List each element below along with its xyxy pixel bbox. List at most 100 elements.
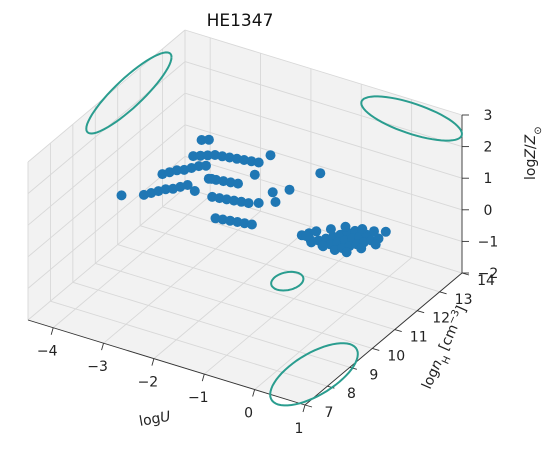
data-point (315, 168, 326, 179)
grid-line (203, 241, 362, 375)
x-tick-label: 1 (295, 421, 304, 437)
x-tick-mark (201, 373, 205, 382)
x-tick-mark (101, 343, 104, 351)
data-point (203, 134, 214, 145)
grid-line (103, 210, 261, 344)
data-point (189, 186, 200, 196)
data-point (193, 161, 204, 172)
x-tick-mark (302, 404, 306, 413)
data-point (380, 226, 391, 237)
x-tick-label: −3 (87, 359, 108, 375)
data-point (206, 173, 217, 184)
x-tick-label: −4 (37, 344, 58, 360)
grid-line (27, 156, 186, 289)
y-tick-label: 7 (325, 405, 334, 421)
y-tick-mark (304, 404, 313, 408)
data-point (233, 178, 243, 189)
grid-line (184, 124, 463, 211)
y-tick-label: 8 (347, 386, 356, 402)
grid-line (50, 300, 328, 387)
data-point (317, 240, 328, 251)
data-point (182, 180, 193, 190)
grid-line (254, 257, 412, 390)
x-axis-label: logU (138, 409, 172, 430)
grid-line (140, 225, 418, 312)
axis-edges (27, 114, 470, 413)
data-point (249, 169, 260, 180)
z-axis-label: logZ/Z⊙ (523, 126, 544, 180)
data-point (370, 239, 381, 250)
z-tick-label: −2 (478, 266, 499, 282)
z-tick-label: 2 (484, 140, 493, 156)
z-tick-label: 3 (484, 108, 493, 124)
data-point (243, 198, 254, 209)
grid-line (27, 92, 186, 226)
contour-line (270, 270, 305, 292)
data-point (246, 219, 257, 230)
y-tick-mark (372, 347, 380, 351)
left-wall-pane (28, 30, 185, 320)
x-tick-mark (151, 358, 155, 366)
x-tick-mark (50, 327, 54, 335)
y-axis-line (304, 272, 463, 406)
grid-line (153, 226, 312, 359)
data-point (188, 151, 199, 162)
contour-line (269, 342, 359, 407)
data-point (116, 190, 127, 201)
data-point (253, 198, 264, 208)
grid-line (184, 29, 463, 116)
chart-title: HE1347 (207, 11, 274, 31)
z-tick-label: 1 (484, 171, 493, 187)
data-point (253, 157, 264, 168)
data-point (357, 224, 368, 234)
grid-line (184, 61, 463, 148)
data-point (341, 247, 352, 258)
data-point (325, 224, 336, 235)
grid-line (27, 124, 186, 258)
x-tick-label: −1 (188, 390, 209, 406)
y-tick-label: 10 (387, 348, 405, 364)
x-tick-label: 0 (244, 406, 253, 422)
grid-line (27, 187, 186, 321)
data-point (311, 226, 322, 237)
data-point (160, 184, 171, 195)
grid-line (184, 92, 463, 179)
z-tick-label: 0 (484, 203, 493, 219)
data-point (201, 160, 211, 171)
y-tick-mark (394, 329, 402, 333)
contour-line (85, 51, 173, 135)
grid-line (72, 281, 350, 368)
y-axis-label: lognH [cm−3] (418, 303, 474, 393)
data-point (265, 150, 276, 161)
y-tick-label: 14 (477, 273, 495, 289)
data-point (356, 243, 367, 254)
y-tick-label: 9 (369, 367, 378, 383)
grid-line (95, 262, 373, 349)
data-point (270, 197, 281, 207)
data-point (267, 187, 278, 198)
data-point (301, 231, 312, 242)
back-wall-pane (185, 30, 462, 273)
contour-line (360, 95, 463, 142)
x-tick-label: −2 (138, 375, 159, 391)
grid-line (52, 195, 211, 329)
data-points (116, 134, 391, 258)
data-point (195, 150, 206, 161)
grid-line (184, 155, 463, 242)
x-axis-line (27, 319, 306, 406)
x-tick-mark (252, 389, 256, 397)
grid-line (162, 206, 440, 293)
y-tick-label: 11 (410, 330, 428, 346)
grid-line (117, 244, 395, 331)
projection-contours (85, 51, 463, 407)
y-tick-mark (417, 310, 425, 314)
data-point (284, 184, 295, 195)
data-point (171, 165, 182, 176)
y-tick-mark (439, 291, 447, 295)
data-point (196, 135, 207, 145)
z-tick-label: −1 (478, 234, 499, 250)
y-tick-label: 12 (432, 311, 450, 327)
y-tick-label: 13 (455, 292, 473, 308)
